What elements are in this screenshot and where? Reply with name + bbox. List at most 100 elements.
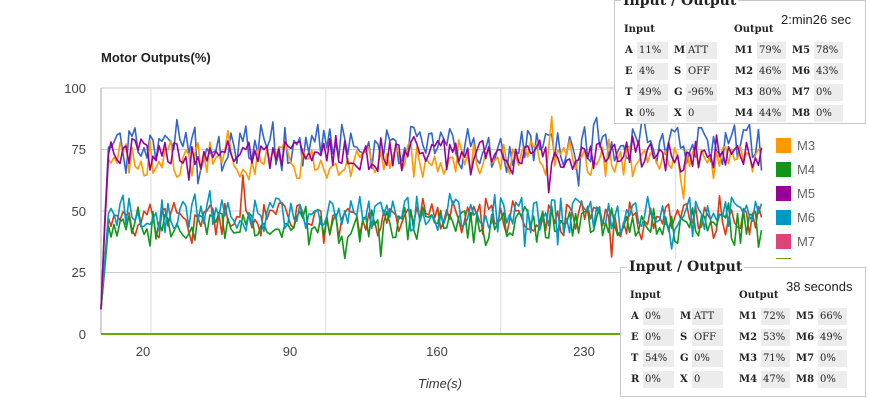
input-key: M (674, 45, 686, 56)
input-value: -96% (686, 84, 717, 101)
input-value: OFF (692, 329, 723, 346)
io-panel-title: Input / Output (621, 0, 739, 9)
io-row: A 11% M ATT (623, 42, 721, 59)
output-value: 0% (818, 350, 847, 367)
input-heading: Input (630, 290, 661, 301)
output-value: 47% (761, 371, 790, 388)
legend-swatch (776, 161, 791, 177)
input-value: 0 (692, 371, 723, 388)
input-value: 0% (637, 105, 668, 122)
input-key: E (631, 332, 639, 343)
legend-swatch (776, 209, 791, 225)
chart-legend: M3 M4 M5 M6 M7 M8 (776, 133, 836, 259)
io-row: M3 80% M7 0% (733, 84, 847, 101)
input-value: 0% (643, 308, 674, 325)
legend-swatch (776, 137, 791, 153)
output-key: M8 (796, 374, 815, 385)
input-value: 0% (643, 329, 674, 346)
input-key: R (625, 108, 634, 119)
output-value: 71% (761, 350, 790, 367)
output-key: M4 (735, 108, 754, 119)
output-value: 53% (761, 329, 790, 346)
chart-title: Motor Outputs(%) (101, 50, 211, 65)
legend-item-m5[interactable]: M5 (776, 181, 836, 205)
io-row: M2 46% M6 43% (733, 63, 847, 80)
input-key: T (631, 353, 639, 364)
io-row: M2 53% M6 49% (737, 329, 851, 346)
output-value: 43% (814, 63, 843, 80)
output-value: 66% (818, 308, 847, 325)
output-key: M7 (792, 87, 811, 98)
output-key: M6 (796, 332, 815, 343)
io-panel-time: 38 seconds (786, 279, 853, 294)
legend-label: M3 (797, 137, 816, 153)
input-value: 0% (643, 371, 674, 388)
output-key: M2 (735, 66, 754, 77)
input-value: 49% (637, 84, 668, 101)
input-key: X (674, 108, 682, 119)
output-value: 0% (814, 84, 843, 101)
io-row: E 4% S OFF (623, 63, 721, 80)
input-value: 54% (643, 350, 674, 367)
x-tick-label: 20 (135, 344, 151, 359)
input-heading: Input (624, 24, 655, 35)
input-key: E (625, 66, 633, 77)
legend-swatch (776, 185, 791, 201)
x-tick-label: 160 (426, 344, 448, 359)
legend-item-m7[interactable]: M7 (776, 229, 836, 253)
output-key: M4 (739, 374, 758, 385)
series-line-m5 (100, 134, 763, 310)
output-value: 44% (757, 105, 786, 122)
io-panel-title: Input / Output (627, 259, 745, 275)
input-key: X (680, 374, 688, 385)
legend-label: M5 (797, 185, 816, 201)
x-axis-label: Time(s) (418, 376, 462, 391)
output-key: M1 (735, 45, 754, 56)
input-value: 11% (637, 42, 668, 59)
io-row: M1 79% M5 78% (733, 42, 847, 59)
legend-item-m8[interactable]: M8 (776, 253, 836, 259)
io-row: T 54% G 0% (629, 350, 727, 367)
output-key: M3 (735, 87, 754, 98)
y-tick-label: 75 (71, 142, 86, 157)
io-panel-time: 2:min26 sec (781, 12, 852, 27)
legend-item-m3[interactable]: M3 (776, 133, 836, 157)
output-heading: Output (734, 24, 774, 35)
input-value: 0 (686, 105, 717, 122)
legend-label: M6 (797, 209, 816, 225)
input-value: ATT (686, 42, 717, 59)
io-row: M4 44% M8 0% (733, 105, 847, 122)
output-value: 79% (757, 42, 786, 59)
x-tick-label: 230 (573, 344, 595, 359)
input-key: G (674, 87, 683, 98)
x-tick-label: 90 (282, 344, 298, 359)
output-value: 0% (818, 371, 847, 388)
input-key: S (680, 332, 688, 343)
legend-swatch (776, 257, 791, 259)
input-key: M (680, 311, 692, 322)
input-value: 0% (692, 350, 723, 367)
input-value: OFF (686, 63, 717, 80)
y-tick-label: 25 (71, 265, 86, 280)
legend-swatch (776, 233, 791, 249)
output-key: M2 (739, 332, 758, 343)
legend-item-m4[interactable]: M4 (776, 157, 836, 181)
series-line-m6 (100, 190, 763, 310)
y-tick-label: 0 (78, 327, 86, 342)
output-key: M5 (796, 311, 815, 322)
io-panel-tooltip: Input / Output 38 seconds Input Output A… (620, 259, 866, 397)
io-row: T 49% G -96% (623, 84, 721, 101)
output-key: M5 (792, 45, 811, 56)
input-value: 4% (637, 63, 668, 80)
legend-item-m6[interactable]: M6 (776, 205, 836, 229)
y-tick-label: 100 (64, 81, 86, 96)
input-key: A (625, 45, 633, 56)
input-key: G (680, 353, 689, 364)
io-row: M3 71% M7 0% (737, 350, 851, 367)
output-value: 78% (814, 42, 843, 59)
legend-label: M4 (797, 161, 816, 177)
output-key: M7 (796, 353, 815, 364)
io-row: A 0% M ATT (629, 308, 727, 325)
